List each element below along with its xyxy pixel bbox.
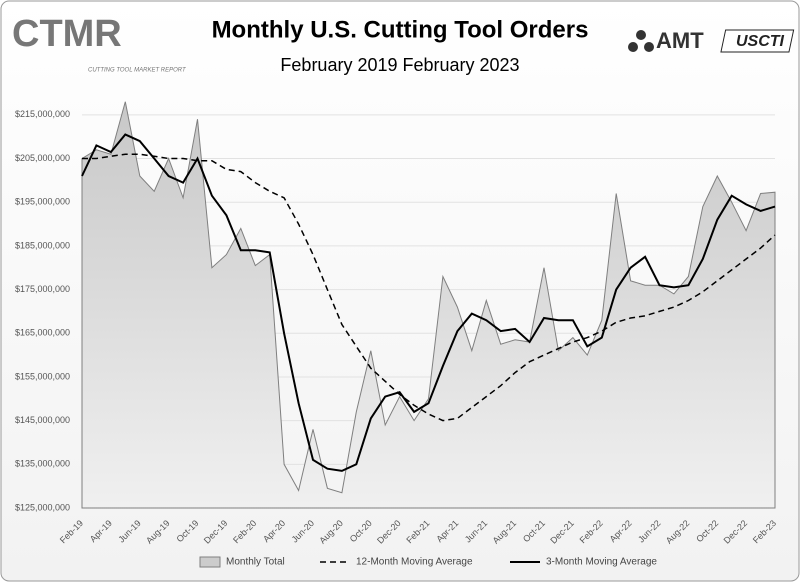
y-tick-label: $175,000,000 xyxy=(15,284,70,294)
amt-icon xyxy=(628,30,654,52)
legend-label: Monthly Total xyxy=(226,557,285,568)
y-tick-label: $215,000,000 xyxy=(15,109,70,119)
chart-title: Monthly U.S. Cutting Tool Orders xyxy=(212,16,589,43)
ctmr-sub: CUTTING TOOL MARKET REPORT xyxy=(88,68,187,74)
legend-label: 12-Month Moving Average xyxy=(356,557,473,568)
y-tick-label: $135,000,000 xyxy=(15,459,70,469)
y-tick-label: $145,000,000 xyxy=(15,415,70,425)
uscti-logo: USCTI xyxy=(736,33,785,50)
y-tick-label: $165,000,000 xyxy=(15,328,70,338)
legend-swatch xyxy=(199,556,221,568)
ctmr-logo: CTMR xyxy=(12,13,122,55)
y-tick-label: $195,000,000 xyxy=(15,197,70,207)
area xyxy=(81,101,776,509)
y-tick-label: $155,000,000 xyxy=(15,371,70,381)
legend-label: 3-Month Moving Average xyxy=(546,557,657,568)
line xyxy=(82,153,776,422)
uscti-box xyxy=(720,29,795,53)
y-tick-label: $185,000,000 xyxy=(15,240,70,250)
line xyxy=(81,133,776,472)
y-tick-label: $205,000,000 xyxy=(15,153,70,163)
chart-subtitle: February 2019 February 2023 xyxy=(280,55,519,75)
y-tick-label: $125,000,000 xyxy=(15,502,70,512)
amt-logo: AMT xyxy=(656,28,704,53)
